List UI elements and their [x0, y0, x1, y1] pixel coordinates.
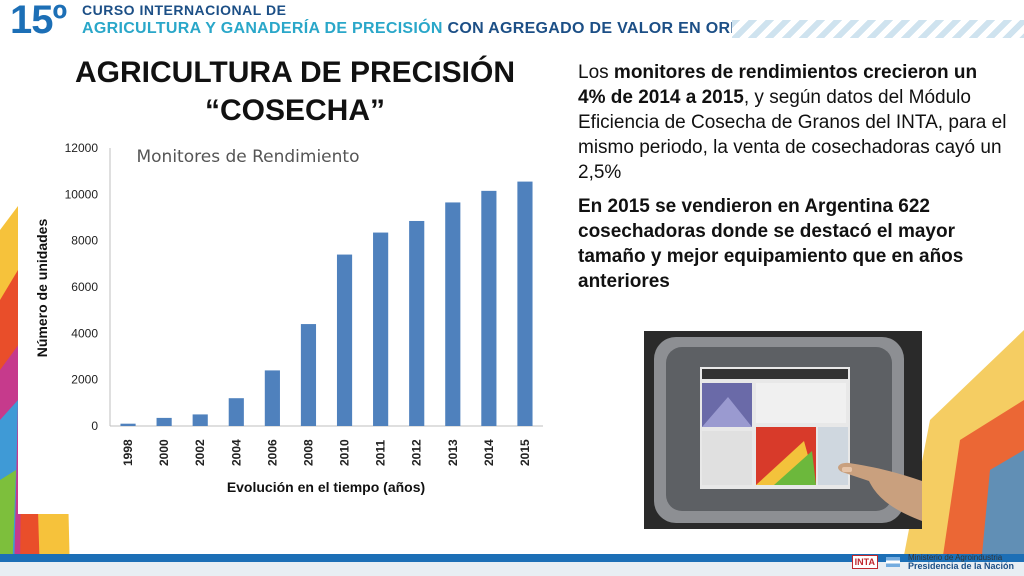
x-tick-label: 1998	[121, 439, 135, 466]
bar-2006	[264, 370, 280, 426]
slide-title-line1: AGRICULTURA DE PRECISIÓN	[74, 56, 515, 89]
p1-lead: Los	[578, 62, 614, 83]
x-tick-label: 2000	[157, 439, 171, 466]
ministry-logo: Ministerio de Agroindustria Presidencia …	[908, 553, 1014, 571]
course-line2: AGRICULTURA Y GANADERÍA DE PRECISIÓN CON…	[82, 20, 771, 38]
bar-2010	[336, 254, 353, 426]
chart-svg: 0 2000 4000 6000 8000 10000 12000 1998 2000 2002 2…	[34, 141, 543, 495]
inta-logo: INTA	[851, 555, 878, 569]
y-tick-label: 4000	[71, 326, 98, 340]
bar-1998	[120, 423, 136, 426]
x-tick-label: 2010	[338, 439, 352, 466]
x-tick-label: 2014	[482, 439, 496, 466]
monitor-illustration	[644, 331, 922, 529]
yield-monitor-photo	[644, 331, 922, 529]
course-line2-part1: AGRICULTURA Y GANADERÍA DE PRECISIÓN	[82, 20, 443, 37]
bar-2013	[445, 202, 461, 426]
body-text: Los monitores de rendimientos crecieron …	[578, 60, 1008, 303]
ministry-line1: Ministerio de Agroindustria	[907, 553, 1003, 562]
yield-monitor-chart: 0 2000 4000 6000 8000 10000 12000 1998 2000 2002 2…	[18, 128, 563, 514]
x-tick-label: 2013	[446, 439, 460, 466]
ministry-line2: Presidencia de la Nación	[907, 561, 1014, 571]
bar-2008	[300, 324, 317, 426]
y-tick-label: 10000	[65, 187, 99, 201]
slide-title-line2: “COSECHA”	[204, 94, 385, 127]
x-tick-label: 2015	[518, 439, 532, 466]
footer-band	[0, 554, 1024, 576]
header-stripe	[732, 20, 1024, 38]
y-tick-label: 6000	[71, 280, 98, 294]
edition-number: 15º	[10, 0, 67, 42]
x-tick-label: 2002	[193, 439, 207, 466]
course-line2-part2: CON AGREGADO DE VALOR EN ORIGEN	[447, 20, 771, 37]
paragraph-2: En 2015 se vendieron en Argentina 622 co…	[578, 194, 1008, 294]
x-tick-label: 2011	[374, 440, 388, 466]
course-line1: CURSO INTERNACIONAL DE	[82, 2, 287, 18]
bar-2012	[409, 220, 425, 426]
y-tick-label: 0	[91, 419, 98, 433]
p1-highlight: monitores de rendimientos crecieron un 4…	[578, 62, 978, 108]
x-axis-title: Evolución en el tiempo (años)	[227, 479, 425, 495]
bar-2011	[373, 232, 389, 426]
p2-text: En 2015 se vendieron en Argentina 622 co…	[578, 196, 964, 292]
x-tick-label: 2004	[229, 439, 243, 466]
x-tick-label: 2012	[410, 439, 424, 466]
y-axis-title: Número de unidades	[34, 219, 50, 358]
y-tick-label: 8000	[71, 234, 98, 248]
course-header: 15º CURSO INTERNACIONAL DE AGRICULTURA Y…	[0, 0, 1024, 44]
bar-2000	[156, 417, 172, 426]
bar-2002	[192, 414, 208, 426]
y-tick-label: 2000	[71, 373, 98, 387]
bar-2015	[517, 181, 533, 426]
slide-title: AGRICULTURA DE PRECISIÓN “COSECHA”	[40, 54, 550, 130]
x-tick-label: 2006	[265, 439, 279, 466]
bar-2004	[228, 398, 244, 426]
bar-2014	[481, 190, 497, 426]
footer-logos: INTA Ministerio de Agroindustria Preside…	[851, 551, 1014, 573]
p1-rest: , y según datos del Módulo Eficiencia de…	[578, 87, 1007, 183]
argentina-flag-icon	[885, 557, 900, 567]
y-tick-label: 12000	[65, 141, 99, 155]
paragraph-1: Los monitores de rendimientos crecieron …	[578, 60, 1008, 185]
chart-title: Monitores de Rendimiento	[136, 147, 359, 167]
x-tick-label: 2008	[301, 439, 315, 466]
